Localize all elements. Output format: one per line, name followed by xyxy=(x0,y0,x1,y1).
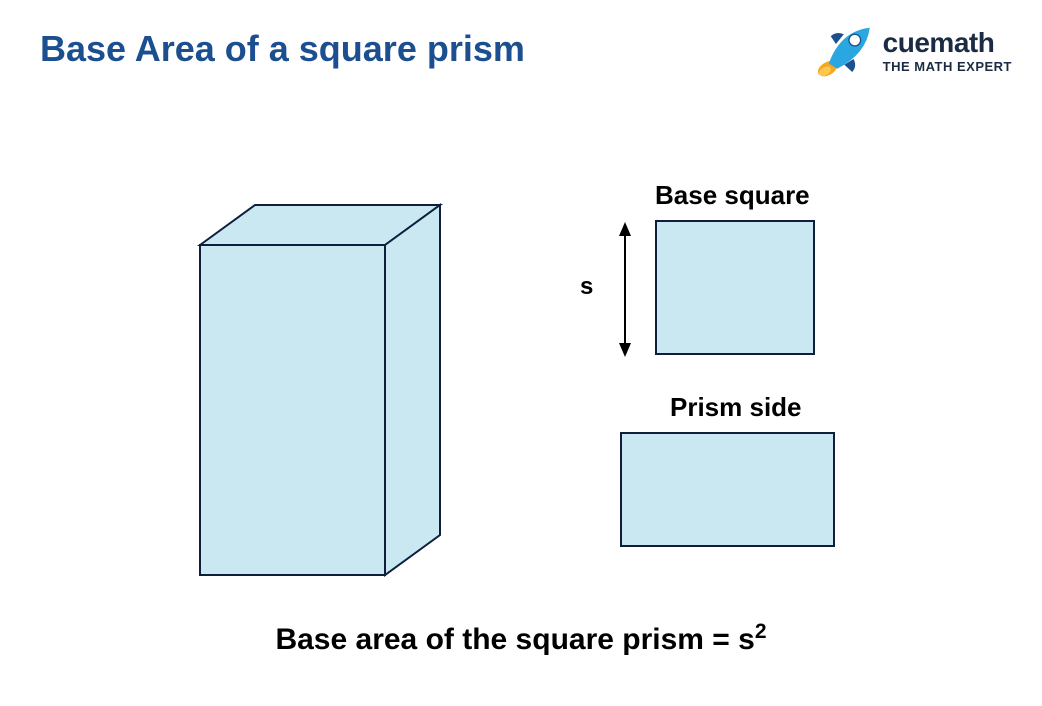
formula-exponent: 2 xyxy=(755,620,767,643)
base-square-shape xyxy=(655,220,815,355)
logo-name: cuemath xyxy=(883,27,1012,59)
base-square-label: Base square xyxy=(655,180,810,211)
brand-logo: cuemath THE MATH EXPERT xyxy=(808,18,1012,83)
page-title: Base Area of a square prism xyxy=(40,28,525,70)
formula-body: Base area of the square prism = s xyxy=(275,623,754,656)
dimension-arrow xyxy=(605,222,645,357)
prism-side-shape xyxy=(620,432,835,547)
prism-side-label: Prism side xyxy=(670,392,802,423)
logo-tagline: THE MATH EXPERT xyxy=(883,59,1012,74)
side-length-label: s xyxy=(580,273,593,301)
rocket-icon xyxy=(808,18,873,83)
formula-text: Base area of the square prism = s2 xyxy=(0,620,1042,657)
square-prism-3d xyxy=(195,200,455,600)
